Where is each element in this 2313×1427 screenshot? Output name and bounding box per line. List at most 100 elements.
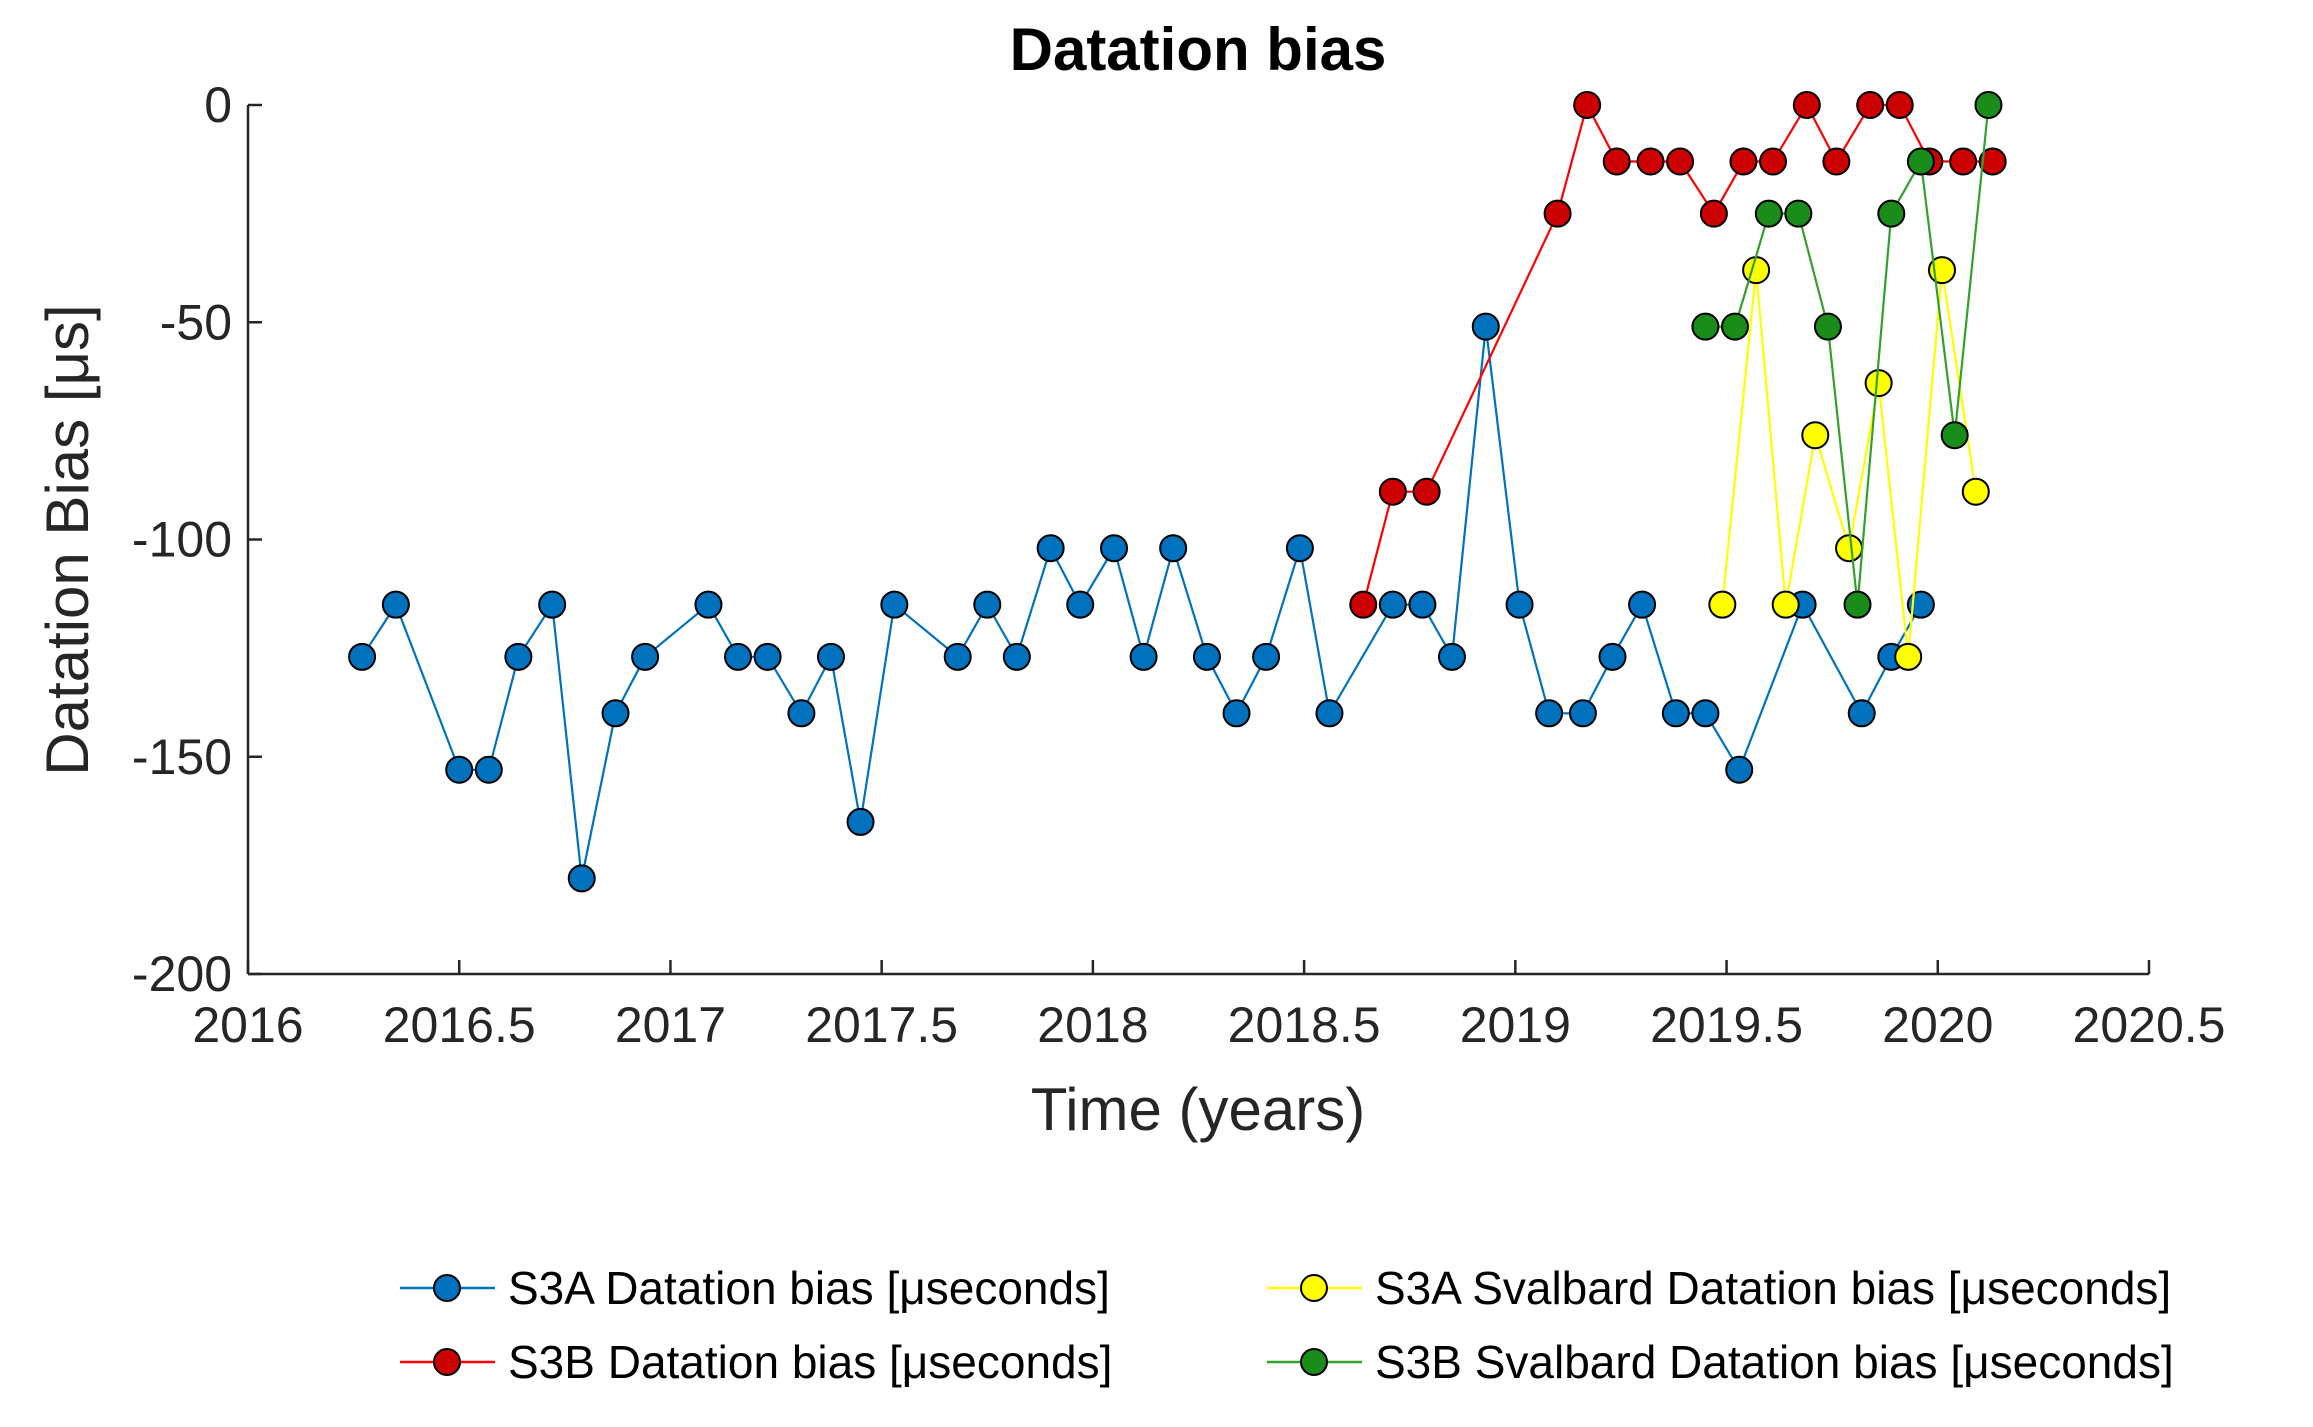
legend-swatch-marker — [1300, 1348, 1328, 1376]
data-point-s3b-svalbard — [1691, 312, 1720, 341]
data-point-s3b — [1822, 147, 1851, 176]
data-point-s3a-svalbard — [1961, 477, 1990, 506]
data-point-s3a-svalbard — [1708, 590, 1737, 619]
legend-swatch-marker — [433, 1274, 461, 1302]
legend-label: S3A Datation bias [μseconds] — [508, 1262, 1110, 1314]
data-point-s3a — [1159, 534, 1188, 563]
data-point-s3b — [1349, 590, 1378, 619]
data-point-s3a-svalbard — [1742, 256, 1771, 285]
legend-label: S3B Datation bias [μseconds] — [508, 1336, 1112, 1388]
axis-ticks: 2016 2016.5 2017 2017.5 2018 2018.5 2019 2019.5… — [132, 77, 2226, 1053]
legend-swatch-marker — [1300, 1274, 1328, 1302]
data-point-s3b — [1978, 147, 2007, 176]
data-point-s3b-svalbard — [1721, 312, 1750, 341]
data-point-s3a — [474, 755, 503, 784]
data-point-s3b-svalbard — [1940, 421, 1969, 450]
series-line-s3b — [1362, 102, 1993, 605]
data-point-s3a — [445, 755, 474, 784]
data-point-s3a — [880, 590, 909, 619]
data-point-s3b — [1949, 147, 1978, 176]
data-point-s3a-svalbard — [1894, 642, 1923, 671]
data-point-s3a — [753, 642, 782, 671]
data-point-s3a — [1066, 590, 1095, 619]
legend-label: S3A Svalbard Datation bias [μseconds] — [1375, 1262, 2171, 1314]
x-tick-label: 2016.5 — [383, 997, 536, 1053]
data-point-s3a — [816, 642, 845, 671]
legend-item-s3a: S3A Datation bias [μseconds] — [400, 1262, 1110, 1314]
y-axis-label: Datation Bias [μs] — [34, 304, 101, 775]
data-point-s3a — [1691, 699, 1720, 728]
data-point-s3b-svalbard — [1843, 590, 1872, 619]
data-point-s3b — [1759, 147, 1788, 176]
legend-item-s3b: S3B Datation bias [μseconds] — [400, 1336, 1112, 1388]
x-tick-label: 2017.5 — [805, 997, 958, 1053]
data-point-s3b-svalbard — [1906, 147, 1935, 176]
x-tick-label: 2016 — [192, 997, 303, 1053]
legend: S3A Datation bias [μseconds] S3B Datation… — [400, 1262, 2174, 1388]
data-point-s3a — [504, 642, 533, 671]
x-tick-label: 2018 — [1037, 997, 1148, 1053]
data-point-s3a — [1437, 642, 1466, 671]
data-point-s3a-svalbard — [1864, 369, 1893, 398]
data-point-s3b-svalbard — [1784, 199, 1813, 228]
data-point-s3b — [1602, 147, 1631, 176]
data-point-s3a — [943, 642, 972, 671]
x-tick-label: 2020 — [1882, 997, 1993, 1053]
data-point-s3b — [1729, 147, 1758, 176]
data-point-s3a — [846, 807, 875, 836]
data-point-s3b — [1885, 91, 1914, 119]
data-point-s3a — [787, 699, 816, 728]
series-s3b-svalbard — [1691, 91, 2003, 619]
data-point-s3a-svalbard — [1835, 534, 1864, 563]
data-point-s3a — [724, 642, 753, 671]
x-tick-label: 2017 — [615, 997, 726, 1053]
x-tick-label: 2019.5 — [1650, 997, 1803, 1053]
data-point-s3a — [1036, 534, 1065, 563]
legend-label: S3B Svalbard Datation bias [μseconds] — [1375, 1336, 2174, 1388]
data-point-s3a — [348, 642, 377, 671]
series-s3b — [1349, 91, 2007, 619]
data-point-s3b — [1856, 91, 1885, 119]
data-point-s3a — [1568, 699, 1597, 728]
data-point-s3b — [1543, 199, 1572, 228]
data-point-s3b-svalbard — [1813, 312, 1842, 341]
data-point-s3a — [1598, 642, 1627, 671]
y-tick-label: 0 — [204, 77, 232, 133]
data-point-s3a — [694, 590, 723, 619]
data-point-s3b-svalbard — [1974, 91, 2003, 119]
x-tick-label: 2020.5 — [2073, 997, 2226, 1053]
data-point-s3a — [1378, 590, 1407, 619]
data-point-s3a — [538, 590, 567, 619]
data-point-s3b — [1792, 91, 1821, 119]
x-axis-label: Time (years) — [1031, 1076, 1365, 1143]
data-point-s3a — [973, 590, 1002, 619]
series-s3a — [348, 312, 1935, 893]
data-point-s3a — [1002, 642, 1031, 671]
data-point-s3a — [381, 590, 410, 619]
data-point-s3a — [631, 642, 660, 671]
data-point-s3a — [1471, 312, 1500, 341]
data-point-s3a — [1847, 699, 1876, 728]
data-point-s3a — [601, 699, 630, 728]
data-point-s3a — [1222, 699, 1251, 728]
data-point-s3a — [1192, 642, 1221, 671]
series-line-s3b-svalbard — [1705, 104, 1990, 605]
data-point-s3a — [1628, 590, 1657, 619]
data-point-s3b — [1378, 477, 1407, 506]
data-point-s3a-svalbard — [1771, 590, 1800, 619]
data-point-s3b — [1636, 147, 1665, 176]
legend-item-s3a-svalbard: S3A Svalbard Datation bias [μseconds] — [1267, 1262, 2171, 1314]
y-tick-label: -150 — [132, 729, 232, 785]
data-point-s3a-svalbard — [1801, 421, 1830, 450]
data-point-s3a — [1252, 642, 1281, 671]
legend-item-s3b-svalbard: S3B Svalbard Datation bias [μseconds] — [1267, 1336, 2174, 1388]
data-point-s3a — [1100, 534, 1129, 563]
y-tick-label: -200 — [132, 946, 232, 1002]
legend-swatch-marker — [433, 1348, 461, 1376]
series-line-s3a — [361, 326, 1922, 879]
data-point-s3a — [1725, 755, 1754, 784]
data-point-s3a — [1285, 534, 1314, 563]
data-point-s3a — [1661, 699, 1690, 728]
data-point-s3a — [567, 864, 596, 893]
